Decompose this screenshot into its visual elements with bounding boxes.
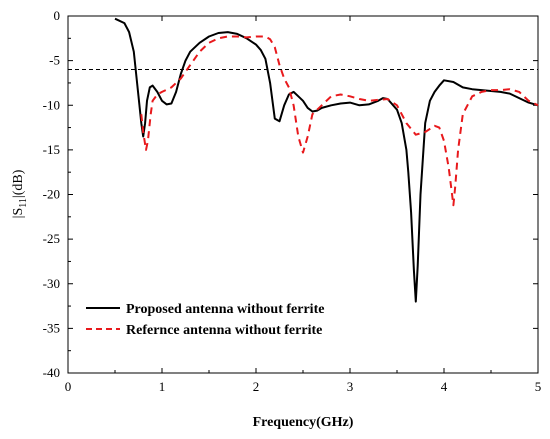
y-tick-label-7: -35	[43, 320, 60, 335]
y-tick-label-3: -15	[43, 142, 60, 157]
y-tick-label-8: -40	[43, 365, 60, 380]
series-line-reference	[140, 35, 539, 207]
x-tick-label-1: 1	[159, 379, 166, 394]
x-tick-label-2: 2	[253, 379, 260, 394]
y-tick-label-6: -30	[43, 276, 60, 291]
x-tick-label-5: 5	[535, 379, 542, 394]
axis-ticks: 0 1 2 3 4 5 0 -5 -10 -15 -20 -25 -30 -35 -40	[43, 8, 542, 394]
x-tick-label-0: 0	[65, 379, 72, 394]
x-axis-label: Frequency(GHz)	[253, 415, 354, 430]
series-group	[114, 17, 539, 303]
y-tick-label-2: -10	[43, 97, 60, 112]
series-line-proposed	[114, 17, 539, 303]
y-axis-label-tail: |(dB)	[11, 169, 26, 198]
legend: Proposed antenna without ferrite Refernc…	[86, 302, 324, 338]
y-tick-label-4: -20	[43, 187, 60, 202]
y-axis-label: |S11|(dB)	[11, 169, 29, 218]
x-tick-label-3: 3	[347, 379, 354, 394]
y-tick-label-5: -25	[43, 231, 60, 246]
x-tick-label-4: 4	[441, 379, 448, 394]
y-tick-label-0: 0	[54, 8, 61, 23]
legend-label-proposed: Proposed antenna without ferrite	[126, 302, 324, 317]
y-tick-label-1: -5	[49, 53, 60, 68]
legend-label-reference: Refernce antenna without ferrite	[126, 323, 322, 338]
y-axis-label-sub: 11	[18, 198, 29, 208]
y-axis-label-main: |S	[11, 208, 26, 219]
